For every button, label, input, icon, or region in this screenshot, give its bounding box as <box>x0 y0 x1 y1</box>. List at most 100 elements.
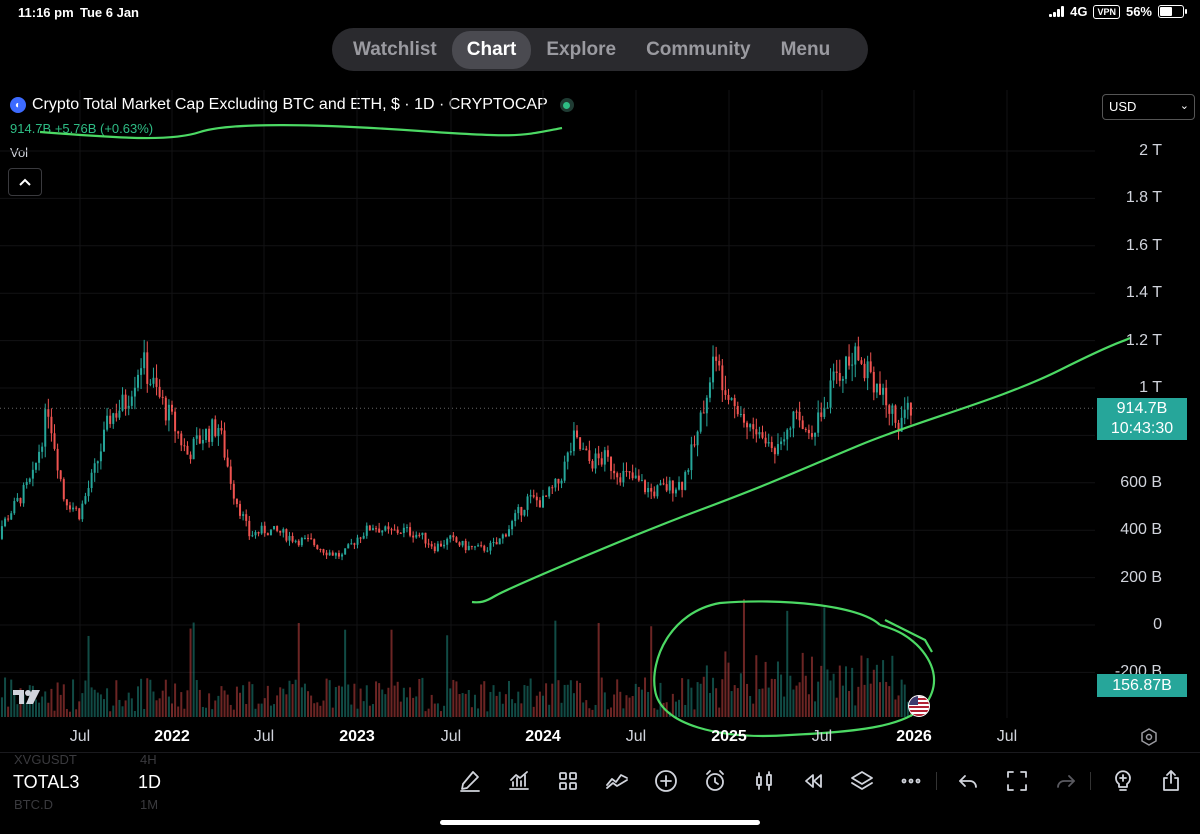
candle-body <box>106 415 109 430</box>
candle-body <box>353 543 356 545</box>
candle-body <box>597 453 600 459</box>
layers-icon[interactable] <box>849 768 875 794</box>
us-flag-icon[interactable] <box>908 695 930 717</box>
volume-bar <box>72 679 75 717</box>
volume-bar <box>628 697 631 717</box>
candle-body <box>279 530 282 533</box>
candle-body <box>38 451 41 463</box>
candle-body <box>582 448 585 450</box>
candle-body <box>730 398 733 400</box>
indicators-icon[interactable] <box>506 768 532 794</box>
candle-body <box>696 431 699 446</box>
more-icon[interactable] <box>898 768 924 794</box>
alert-icon[interactable] <box>702 768 728 794</box>
candle-body <box>498 538 501 545</box>
volume-bar <box>588 708 591 717</box>
candle-body <box>798 411 801 421</box>
volume-bar <box>634 683 637 717</box>
volume-bar <box>16 704 19 717</box>
volume-bar <box>239 692 242 717</box>
share-icon[interactable] <box>1158 768 1184 794</box>
tab-chart[interactable]: Chart <box>451 30 532 69</box>
volume-bar <box>93 689 96 717</box>
candle-body <box>421 532 424 536</box>
idea-icon[interactable] <box>1110 768 1136 794</box>
volume-bar <box>764 661 767 717</box>
volume-bar <box>405 697 408 717</box>
volume-bar <box>705 665 708 717</box>
candle-body <box>158 386 161 397</box>
volume-bar <box>44 691 47 717</box>
volume-bar <box>464 693 467 717</box>
draw-icon[interactable] <box>457 768 483 794</box>
candle-body <box>625 470 628 472</box>
candle-body <box>817 412 820 433</box>
volume-bar <box>801 652 804 717</box>
replay-icon[interactable] <box>800 768 826 794</box>
volume-legend[interactable]: Vol <box>10 145 29 160</box>
redo-icon[interactable] <box>1053 768 1079 794</box>
tab-explore[interactable]: Explore <box>546 38 617 60</box>
undo-icon[interactable] <box>955 768 981 794</box>
volume-bar <box>622 708 625 717</box>
volume-bar <box>637 686 640 717</box>
symbol-button[interactable]: TOTAL3 <box>13 772 80 792</box>
tradingview-logo-icon[interactable] <box>12 688 42 706</box>
candle-body <box>690 444 693 471</box>
add-icon[interactable] <box>653 768 679 794</box>
candle-body <box>705 397 708 414</box>
tab-watchlist[interactable]: Watchlist <box>353 38 437 60</box>
candle-body <box>746 422 749 428</box>
candle-body <box>371 528 374 531</box>
candle-body <box>161 396 164 398</box>
candle-body <box>28 478 31 482</box>
volume-bar <box>325 678 328 717</box>
candle-body <box>566 452 569 462</box>
candle-body <box>102 429 105 452</box>
symbol-header[interactable]: ◐ Crypto Total Market Cap Excluding BTC … <box>10 96 574 114</box>
volume-bar <box>625 695 628 717</box>
volume-bar <box>885 681 888 717</box>
volume-bar <box>248 681 251 717</box>
volume-bar <box>189 628 192 717</box>
volume-bar <box>359 688 362 717</box>
volume-bar <box>572 693 575 717</box>
candle-body <box>681 481 684 490</box>
volume-bar <box>174 683 177 717</box>
volume-bar <box>260 703 263 717</box>
candle-body <box>310 538 313 540</box>
volume-bar <box>473 694 476 717</box>
x-tick-label: Jul <box>625 728 647 745</box>
status-date: Tue 6 Jan <box>80 5 140 20</box>
candle-body <box>838 372 841 381</box>
tab-community[interactable]: Community <box>646 38 751 60</box>
candle-body <box>715 356 718 361</box>
volume-bar <box>665 702 668 717</box>
y-tick-label: 400 B <box>1120 521 1162 539</box>
settings-icon[interactable] <box>1140 728 1158 746</box>
chart-type-icon[interactable] <box>751 768 777 794</box>
currency-select[interactable]: USD ⌄ <box>1102 94 1195 120</box>
volume-bar <box>50 688 53 717</box>
candle-body <box>300 537 303 546</box>
candle-body <box>365 525 368 536</box>
volume-bar <box>878 682 881 717</box>
volume-bar <box>436 703 439 717</box>
candle-body <box>164 397 167 421</box>
volume-bar <box>712 677 715 717</box>
candle-body <box>770 442 773 449</box>
compare-icon[interactable] <box>604 768 630 794</box>
volume-bar <box>384 694 387 717</box>
candle-body <box>551 487 554 489</box>
fullscreen-icon[interactable] <box>1004 768 1030 794</box>
layouts-icon[interactable] <box>555 768 581 794</box>
volume-bar <box>848 690 851 717</box>
collapse-legend-button[interactable] <box>8 168 42 196</box>
volume-bar <box>897 695 900 717</box>
tab-menu[interactable]: Menu <box>780 38 831 60</box>
interval-button[interactable]: 1D <box>138 772 162 792</box>
volume-bar <box>526 685 529 717</box>
volume-bar <box>180 692 183 717</box>
volume-bar <box>38 702 41 717</box>
